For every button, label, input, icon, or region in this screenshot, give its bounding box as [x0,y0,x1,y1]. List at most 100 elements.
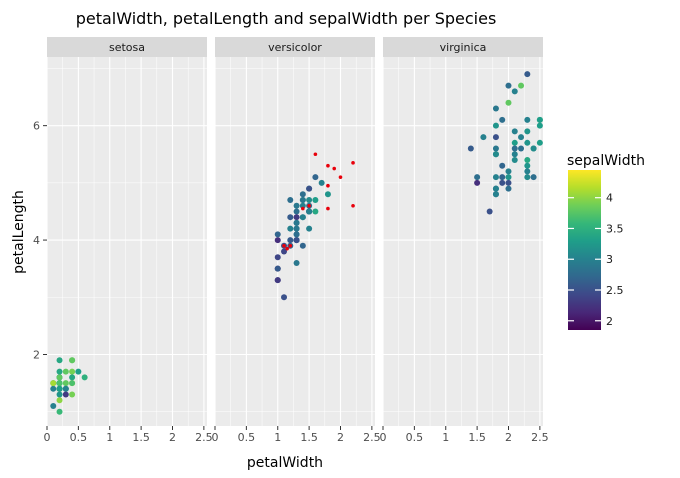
data-point [505,82,512,89]
data-point [287,237,294,244]
data-point [56,368,63,375]
data-point [293,214,300,221]
highlight-point [332,166,337,171]
highlight-point [351,203,355,208]
highlight-point [307,203,311,208]
data-point [274,231,281,238]
data-point [492,145,499,152]
data-point [518,145,525,152]
data-point [318,179,325,186]
data-point [530,174,537,181]
x-tick-label: 1 [442,431,449,444]
data-point [75,368,82,375]
data-point [56,397,63,404]
x-tick-label: 2.5 [531,431,549,444]
legend-tick-label: 3 [606,253,613,266]
y-tick-label: 4 [33,234,40,247]
facet-strip [215,37,375,57]
legend-title: sepalWidth [567,153,645,169]
highlight-point [285,246,289,251]
data-point [56,357,63,364]
data-point [299,197,306,204]
y-tick-label: 2 [33,348,40,361]
data-point [81,374,88,381]
data-point [62,391,69,398]
data-point [62,385,69,392]
data-point [62,380,69,387]
data-point [511,139,518,146]
x-tick-label: 0 [380,431,387,444]
data-point [56,391,63,398]
data-point [524,162,531,169]
data-point [69,391,76,398]
legend-tick-label: 2 [606,315,613,328]
data-point [50,385,57,392]
highlight-point [288,243,293,248]
data-point [274,237,281,244]
data-point [274,277,281,284]
data-point [306,185,313,192]
highlight-point [326,183,330,188]
data-point [536,116,543,123]
data-point [511,145,518,152]
y-axis-title: petalLength [11,190,27,274]
data-point [480,134,487,141]
y-tick-label: 6 [33,120,40,133]
data-point [312,208,319,215]
x-tick-label: 0.5 [406,431,424,444]
data-point [505,174,512,181]
x-tick-label: 1 [106,431,113,444]
data-point [56,374,63,381]
x-axis-title: petalWidth [247,455,323,471]
data-point [299,242,306,249]
x-tick-label: 2.5 [195,431,213,444]
facet-strip [383,37,543,57]
data-point [293,219,300,226]
data-point [62,368,69,375]
facet-panel-setosa: setosa 0 0.5 1 1.5 2 2.5 2 4 6 [33,37,213,444]
data-point [499,179,506,186]
panel-background [47,57,207,426]
data-point [287,214,294,221]
data-point [511,156,518,163]
data-point [524,156,531,163]
color-legend: sepalWidth 2 2.5 3 3.5 4 [567,153,645,330]
data-point [499,116,506,123]
x-tick-label: 1 [274,431,281,444]
chart-title: petalWidth, petalLength and sepalWidth p… [76,9,497,28]
data-point [492,185,499,192]
data-point [524,116,531,123]
data-point [492,151,499,158]
data-point [274,254,281,261]
data-point [536,122,543,129]
data-point [492,174,499,181]
data-point [50,402,57,409]
x-tick-label: 1.5 [468,431,486,444]
data-point [499,162,506,169]
data-point [511,88,518,95]
data-point [299,202,306,209]
x-tick-label: 2 [505,431,512,444]
data-point [536,139,543,146]
data-point [274,265,281,272]
data-point [505,168,512,175]
data-point [293,237,300,244]
data-point [299,191,306,198]
x-tick-label: 1.5 [132,431,150,444]
data-point [511,151,518,158]
facet-strip-label: virginica [440,41,487,54]
data-point [312,174,319,181]
data-point [324,191,331,198]
data-point [518,134,525,141]
data-point [524,71,531,78]
facet-strip-label: setosa [109,41,145,54]
data-point [69,374,76,381]
highlight-point [313,152,318,157]
data-point [492,105,499,112]
data-point [492,122,499,129]
data-point [69,368,76,375]
data-point [499,174,506,181]
data-point [287,225,294,232]
data-point [69,380,76,387]
